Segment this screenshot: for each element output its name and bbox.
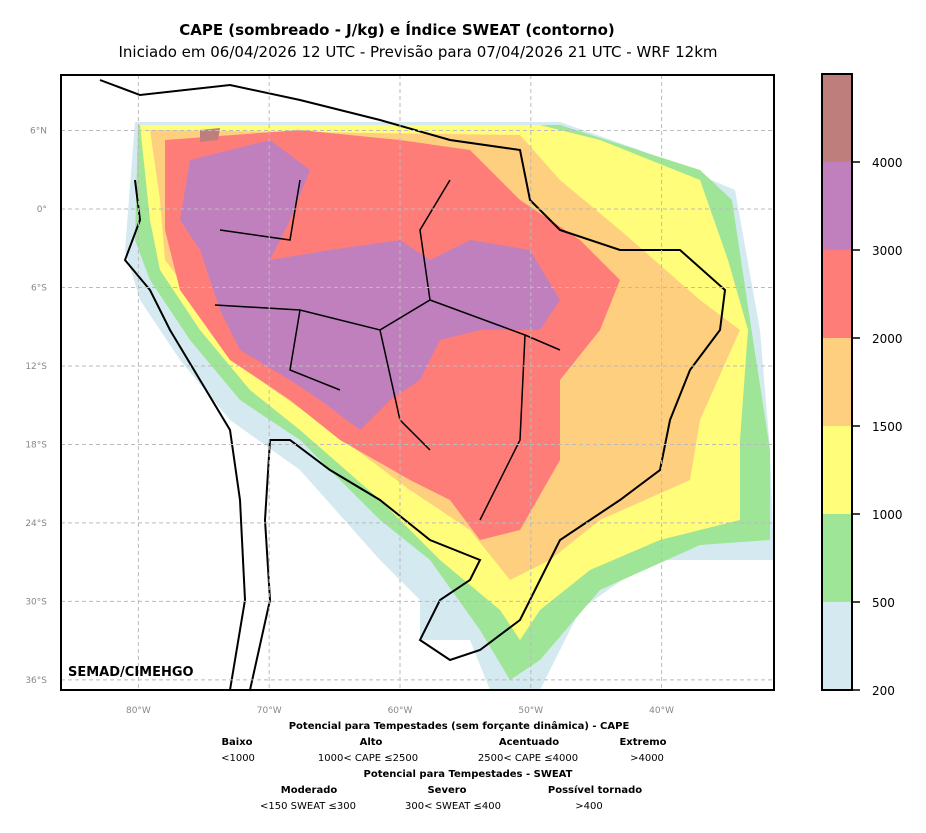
chart-title: CAPE (sombreado - J/kg) e Índice SWEAT (…	[179, 21, 615, 39]
lon-tick-label: 80°W	[126, 706, 151, 716]
colorbar-segment	[822, 514, 852, 602]
lat-tick-label: 30°S	[25, 597, 47, 607]
watermark: SEMAD/CIMEHGO	[68, 665, 194, 680]
colorbar-segment	[822, 250, 852, 338]
lon-tick-label: 50°W	[518, 706, 543, 716]
cape-level-name: Extremo	[619, 737, 667, 748]
axis-ticks: 6°N 0° 6°S 12°S 18°S 24°S 30°S 36°S 80°W 70°W 60°W…	[25, 127, 674, 716]
colorbar-segment	[822, 74, 852, 162]
gridlines	[61, 75, 774, 690]
colorbar-segment	[822, 426, 852, 514]
lat-tick-label: 6°S	[31, 283, 47, 293]
lat-tick-label: 12°S	[25, 362, 47, 372]
lat-tick-label: 36°S	[25, 676, 47, 686]
lat-tick-label: 6°N	[30, 127, 47, 137]
cape-level-range: 1000< CAPE ≤2500	[317, 753, 419, 764]
lon-tick-label: 70°W	[257, 706, 282, 716]
lon-tick-label: 60°W	[388, 706, 413, 716]
sweat-level-range: <150 SWEAT ≤300	[259, 801, 357, 812]
lon-tick-label: 40°W	[649, 706, 674, 716]
cape-4000-area	[200, 128, 220, 142]
cape-level-range: >4000	[630, 753, 664, 764]
lat-tick-label: 0°	[37, 205, 47, 215]
map-frame	[60, 74, 775, 691]
cape-level-range: 2500< CAPE ≤4000	[477, 753, 579, 764]
sweat-legend-title: Potencial para Tempestades - SWEAT	[363, 769, 573, 780]
colorbar-label: 1000	[872, 508, 903, 522]
coastline-border	[99, 79, 727, 691]
sweat-level-name: Possível tornado	[547, 785, 643, 796]
sweat-level-name: Moderado	[280, 785, 338, 796]
sweat-level-range: 300< SWEAT ≤400	[404, 801, 502, 812]
cape-level-range: <1000	[221, 753, 255, 764]
lat-tick-label: 24°S	[25, 519, 47, 529]
colorbar-label: 4000	[872, 156, 903, 170]
colorbar-label: 3000	[872, 244, 903, 258]
colorbar-label: 200	[872, 684, 895, 698]
lat-tick-label: 18°S	[25, 440, 47, 450]
colorbar-segment	[822, 602, 852, 690]
colorbar-segment	[822, 162, 852, 250]
colorbar-label: 1500	[872, 420, 903, 434]
colorbar-segment	[822, 338, 852, 426]
chart-subtitle: Iniciado em 06/04/2026 12 UTC - Previsão…	[118, 43, 718, 61]
sweat-level-range: >400	[575, 801, 603, 812]
colorbar: 200 500 1000 1500 2000 3000 4000	[821, 73, 903, 698]
cape-field	[125, 122, 774, 690]
colorbar-frame	[821, 73, 853, 691]
cape-level-name: Acentuado	[498, 737, 560, 748]
cape-3000-area	[180, 140, 560, 430]
cape-legend-title: Potencial para Tempestades (sem forçante…	[288, 721, 630, 732]
sweat-level-name: Severo	[427, 785, 467, 796]
cape-level-name: Alto	[359, 737, 383, 748]
cape-level-name: Baixo	[221, 737, 253, 748]
colorbar-label: 2000	[872, 332, 903, 346]
colorbar-label: 500	[872, 596, 895, 610]
